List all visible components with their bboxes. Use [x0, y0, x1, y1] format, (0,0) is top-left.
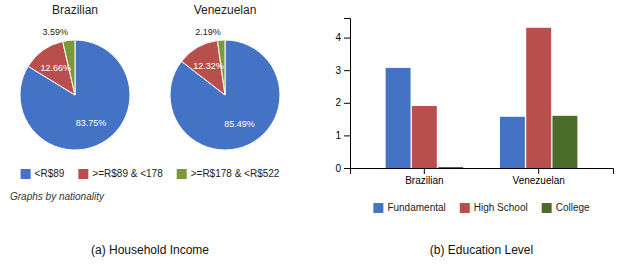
legend-label: High School — [474, 202, 528, 213]
pie-slice — [170, 40, 280, 150]
pie-slice — [20, 40, 130, 150]
legend-swatch — [542, 203, 552, 213]
legend-swatch — [78, 169, 88, 179]
y-tick: 0 — [335, 163, 350, 174]
y-tick-label: 2 — [335, 97, 341, 108]
x-tick-mark — [424, 168, 425, 174]
bar — [552, 116, 577, 168]
chart-root: Brazilian 83.75% 12.66% 3.59% Venezuelan 85.4… — [0, 0, 627, 265]
legend-label: >=R$178 & <R$522 — [191, 168, 280, 179]
y-tick-label: 1 — [335, 130, 341, 141]
legend-label: <R$89 — [35, 168, 65, 179]
y-tick-label: 0 — [335, 163, 341, 174]
legend-swatch — [21, 169, 31, 179]
bar — [500, 117, 525, 168]
pie-panel: Brazilian 83.75% 12.66% 3.59% Venezuelan 85.4… — [10, 3, 280, 257]
legend-label: Fundamental — [387, 202, 445, 213]
pie: Venezuelan 85.49% 12.32% 2.19% — [170, 3, 280, 150]
data-label: 3.59% — [42, 27, 68, 37]
x-tick: Venezuelan — [513, 168, 565, 186]
y-tick-mark — [344, 38, 350, 39]
data-label: 12.32% — [193, 61, 224, 71]
legend-swatch — [373, 203, 383, 213]
y-tick-mark — [344, 103, 350, 104]
y-tick: 4 — [335, 32, 350, 43]
y-tick: 2 — [335, 97, 350, 108]
y-tick-label: 4 — [335, 32, 341, 43]
pie-slice — [182, 41, 225, 95]
pie-title: Venezuelan — [194, 3, 257, 17]
bar — [412, 106, 437, 168]
data-label: 12.66% — [40, 63, 71, 73]
legend-item: >=R$178 & <R$522 — [177, 168, 280, 179]
legend-swatch — [177, 169, 187, 179]
bar — [438, 167, 463, 168]
caption: (a) Household Income — [91, 243, 209, 257]
annotation: Graphs by nationality — [10, 191, 105, 202]
legend-item: High School — [460, 202, 528, 213]
bar — [386, 68, 411, 168]
y-tick-mark — [344, 70, 350, 71]
x-tick-mark — [538, 168, 539, 174]
legend: <R$89 >=R$89 & <178 >=R$178 & <R$522 — [21, 168, 280, 179]
pie: Brazilian 83.75% 12.66% 3.59% — [20, 3, 130, 150]
bars — [386, 28, 578, 168]
legend: Fundamental High School College — [373, 202, 590, 213]
legend-item: <R$89 — [21, 168, 65, 179]
y-tick-label: 3 — [335, 65, 341, 76]
legend-label: >=R$89 & <178 — [92, 168, 163, 179]
data-label: 85.49% — [224, 119, 255, 129]
bar-panel: 0 1 2 3 4 Brazilian Venezuelan Fundamental High … — [335, 19, 613, 258]
legend-item: College — [542, 202, 590, 213]
legend-item: >=R$89 & <178 — [78, 168, 163, 179]
legend-swatch — [460, 203, 470, 213]
x-axis: Brazilian Venezuelan — [351, 168, 614, 186]
y-tick: 3 — [335, 65, 350, 76]
x-axis-line — [351, 169, 614, 175]
y-tick-mark — [344, 168, 350, 169]
y-axis: 0 1 2 3 4 — [335, 19, 350, 174]
x-tick-label: Brazilian — [405, 175, 443, 186]
legend-label: College — [556, 202, 590, 213]
y-tick-mark — [344, 135, 350, 136]
caption: (b) Education Level — [430, 243, 533, 257]
x-tick: Brazilian — [405, 168, 443, 186]
x-tick-label: Venezuelan — [513, 175, 565, 186]
legend-item: Fundamental — [373, 202, 445, 213]
data-label: 2.19% — [195, 27, 221, 37]
y-axis-line — [344, 19, 351, 169]
bar — [526, 28, 551, 168]
pie-title: Brazilian — [52, 3, 98, 17]
data-label: 83.75% — [76, 118, 107, 128]
y-tick: 1 — [335, 130, 350, 141]
